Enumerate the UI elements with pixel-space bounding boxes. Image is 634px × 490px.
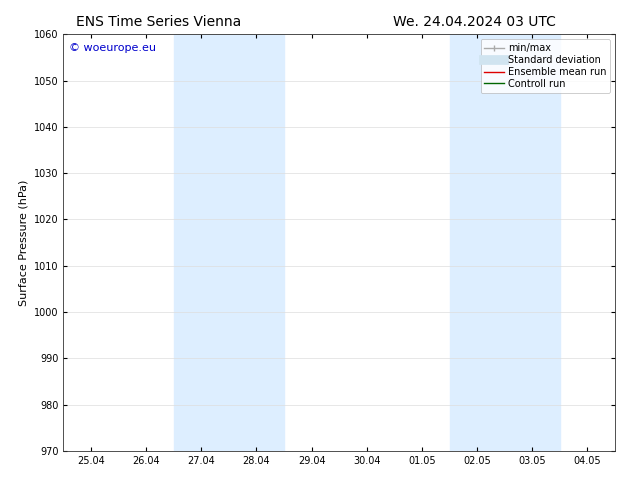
Text: We. 24.04.2024 03 UTC: We. 24.04.2024 03 UTC	[393, 15, 556, 29]
Text: ENS Time Series Vienna: ENS Time Series Vienna	[75, 15, 241, 29]
Bar	[450, 34, 560, 451]
Legend: min/max, Standard deviation, Ensemble mean run, Controll run: min/max, Standard deviation, Ensemble me…	[481, 39, 610, 93]
Bar	[174, 34, 284, 451]
Text: © woeurope.eu: © woeurope.eu	[69, 43, 156, 52]
Y-axis label: Surface Pressure (hPa): Surface Pressure (hPa)	[18, 179, 29, 306]
